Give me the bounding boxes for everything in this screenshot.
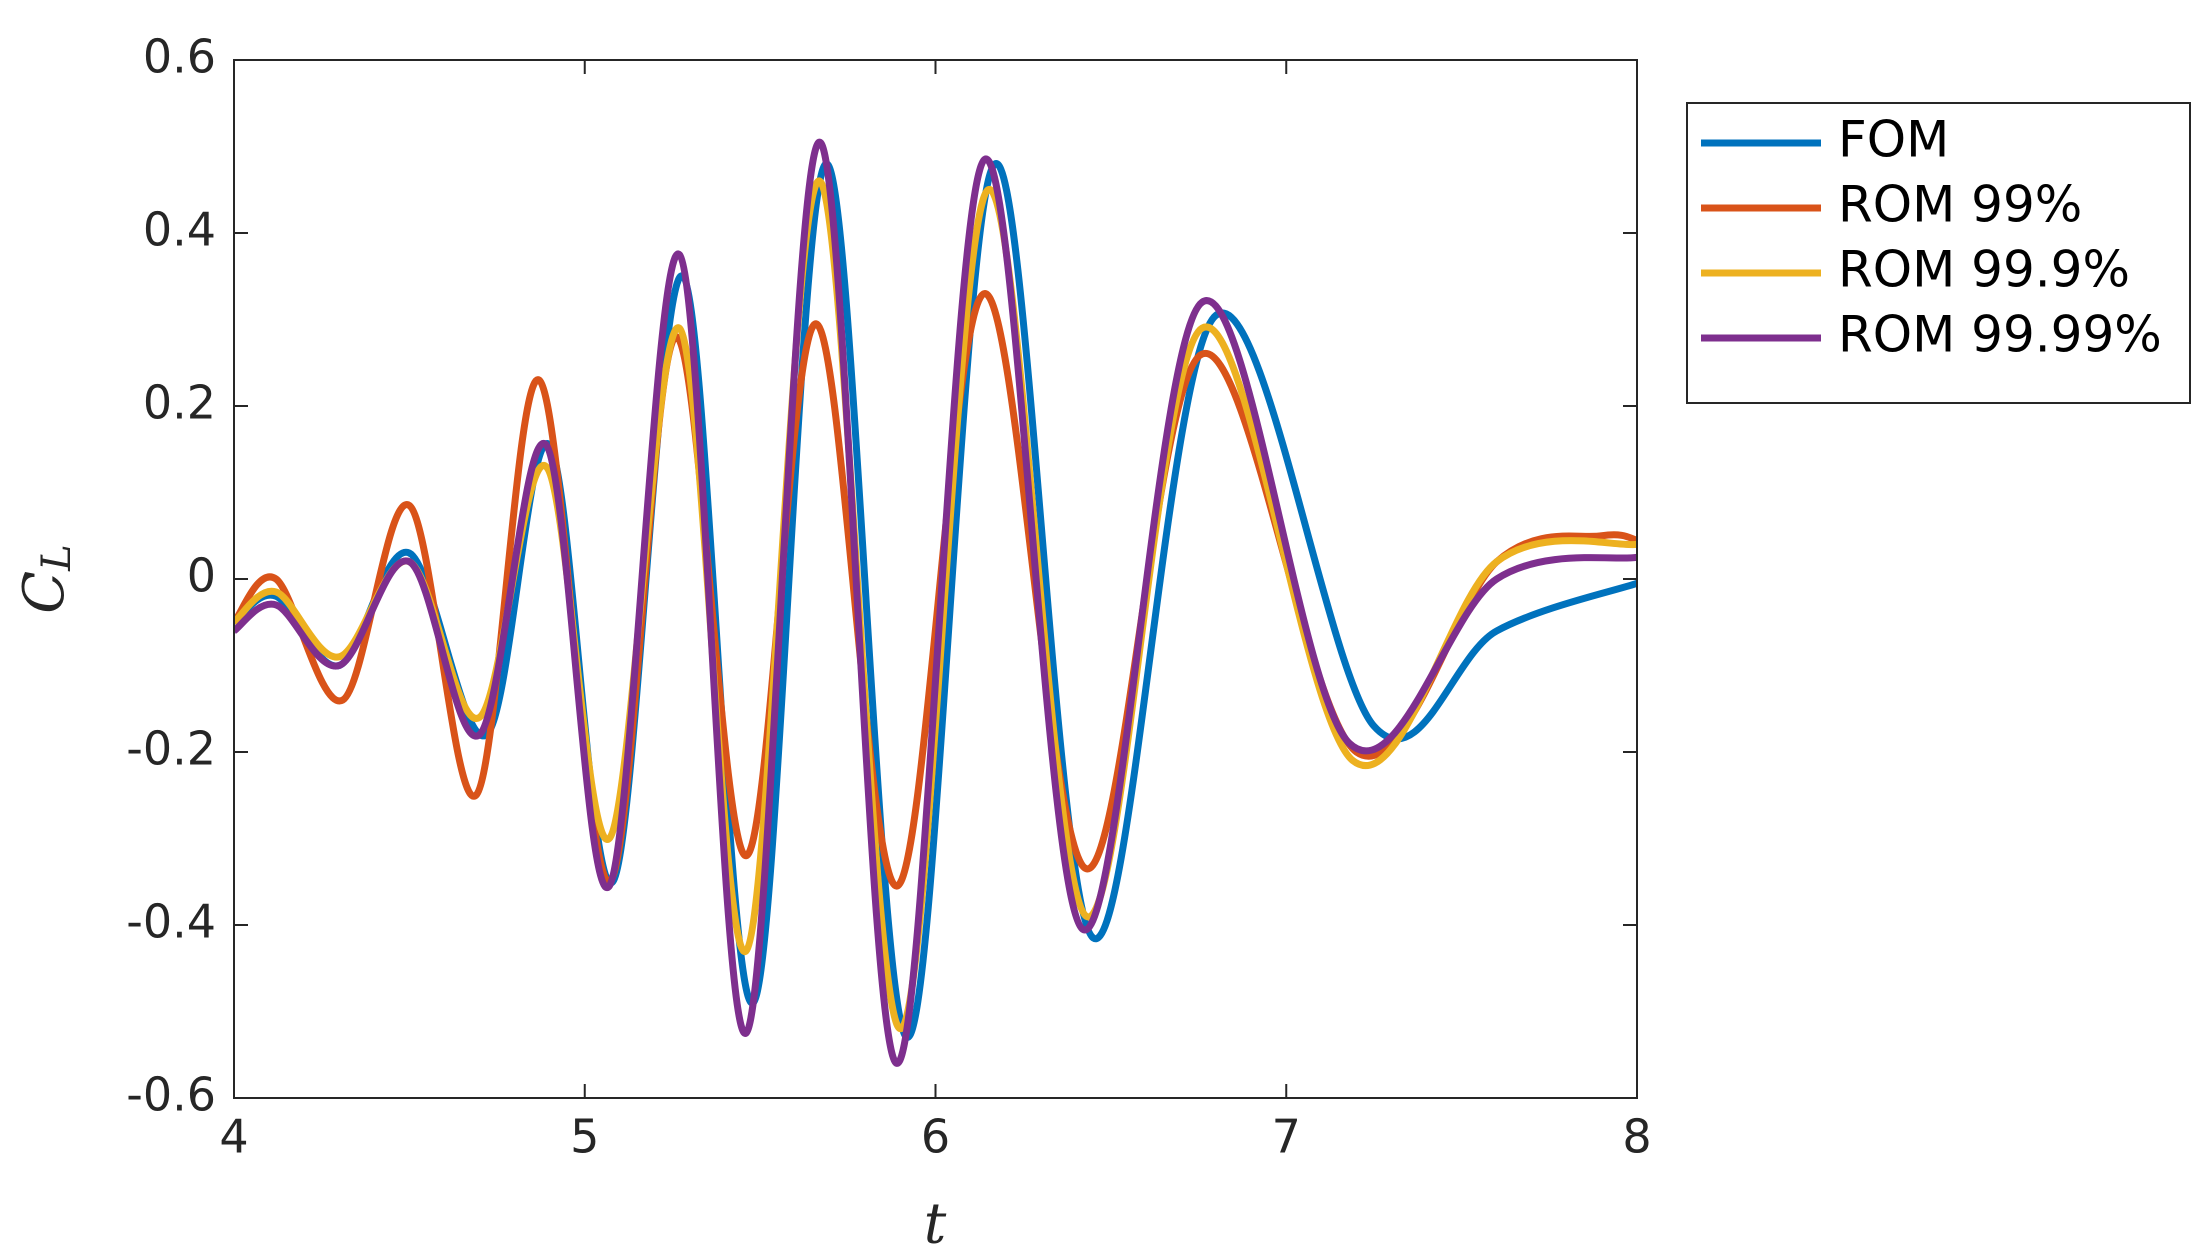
legend-label: ROM 99% [1838, 176, 2082, 234]
y-tick-label: -0.2 [126, 722, 216, 776]
x-axis-label: t [924, 1192, 947, 1255]
legend-label: ROM 99.99% [1838, 306, 2162, 364]
x-tick-label: 8 [1622, 1110, 1651, 1164]
x-tick-label: 7 [1272, 1110, 1301, 1164]
series-line [234, 138, 1637, 1067]
x-tick-label: 4 [219, 1110, 248, 1164]
x-tick-label: 5 [570, 1110, 599, 1164]
legend-box [1686, 102, 2191, 404]
y-tick-label: 0.4 [143, 203, 216, 257]
x-tick-label: 6 [921, 1110, 950, 1164]
plot-frame [233, 59, 1638, 1099]
y-tick-label: 0.6 [143, 30, 216, 84]
y-tick-label: -0.4 [126, 895, 216, 949]
y-tick-label: 0.2 [143, 376, 216, 430]
legend-label: ROM 99.9% [1838, 241, 2130, 299]
y-axis-label: CL [12, 544, 81, 613]
legend-label: FOM [1838, 111, 1949, 169]
y-axis-label-main: C [12, 571, 77, 614]
y-tick-label: 0 [187, 549, 216, 603]
y-tick-label: -0.6 [126, 1068, 216, 1122]
series-line [234, 160, 1637, 1041]
y-axis-label-sub: L [34, 544, 80, 572]
